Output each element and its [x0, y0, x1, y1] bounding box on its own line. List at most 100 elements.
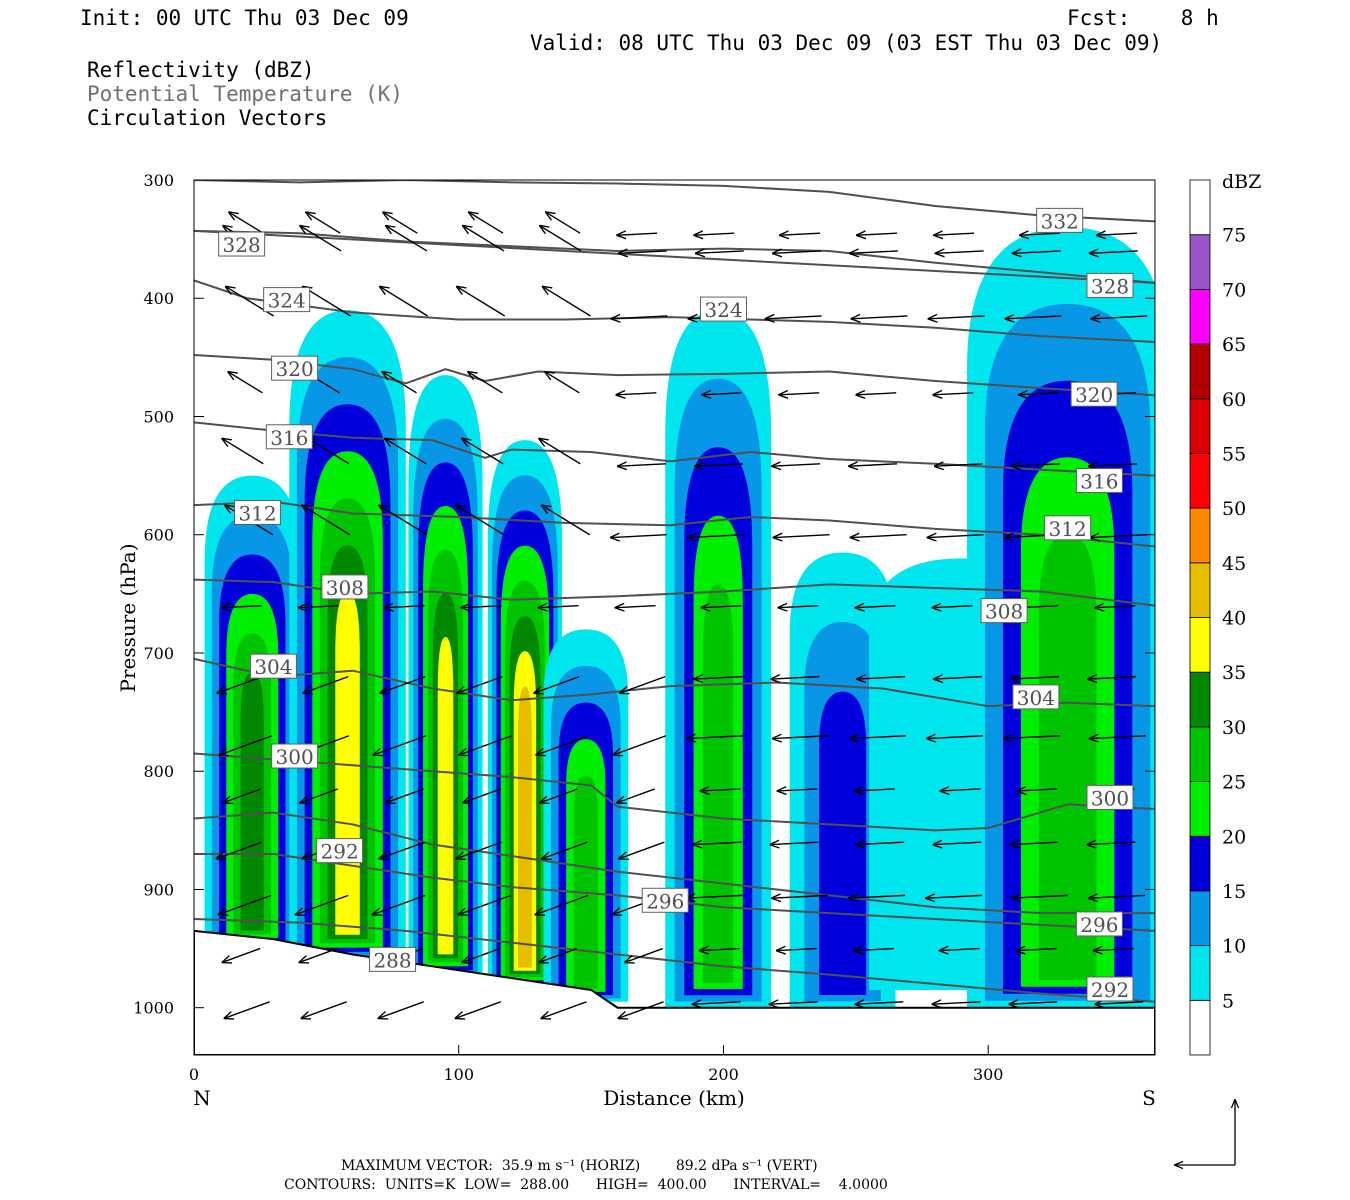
theta-label-14: 304 — [1017, 686, 1055, 710]
reflectivity-cell-3-level-8 — [518, 686, 532, 968]
circulation-vector — [935, 464, 983, 466]
circulation-vector — [693, 842, 742, 844]
x-tick-label-3: 300 — [973, 1065, 1004, 1084]
reference-vector-icon — [1175, 1100, 1235, 1165]
y-tick-label-0: 300 — [143, 171, 174, 190]
circulation-vector — [1019, 393, 1060, 395]
circulation-vector — [700, 949, 740, 951]
theta-label-6: 320 — [1075, 383, 1113, 407]
circulation-vector — [1012, 464, 1060, 466]
contour-note: CONTOURS: UNITS=K LOW= 288.00 HIGH= 400.… — [284, 1177, 888, 1193]
colorbar-swatch-14 — [1189, 234, 1211, 290]
max-vector-note: MAXIMUM VECTOR: 35.9 m s⁻¹ (HORIZ) 89.2 … — [341, 1158, 818, 1174]
circulation-vector — [857, 233, 898, 235]
theta-label-12: 308 — [985, 600, 1023, 624]
circulation-vector — [222, 947, 261, 963]
reflectivity-cell-2-level-7 — [437, 636, 454, 955]
colorbar-swatch-15 — [1189, 179, 1211, 236]
theta-label-18: 296 — [646, 889, 684, 913]
circulation-vector — [1004, 736, 1060, 739]
theta-contour-328-1 — [194, 229, 1155, 284]
circulation-vector — [379, 841, 425, 858]
circulation-vector — [296, 894, 349, 914]
circulation-vector — [1010, 1002, 1058, 1004]
circulation-vector — [463, 226, 505, 252]
init-time: Init: 00 UTC Thu 03 Dec 09 — [80, 6, 409, 30]
circulation-vector — [612, 316, 668, 319]
circulation-vector — [1087, 842, 1136, 844]
colorbar-swatch-2 — [1189, 890, 1211, 947]
circulation-vector — [385, 606, 425, 608]
colorbar-swatch-10 — [1189, 453, 1211, 509]
circulation-vector — [456, 841, 502, 858]
circulation-vector — [229, 212, 264, 234]
circulation-vector — [458, 894, 512, 914]
theta-label-13: 304 — [254, 655, 292, 679]
circulation-vector — [379, 1001, 424, 1018]
reflectivity-cell-6-level-3 — [819, 691, 867, 996]
x-axis-label: Distance (km) — [603, 1086, 745, 1110]
circulation-vector — [1090, 251, 1138, 253]
colorbar-unit: dBZ — [1222, 171, 1261, 193]
colorbar-swatch-1 — [1189, 945, 1211, 1001]
colorbar-label-15: 15 — [1222, 881, 1246, 903]
circulation-vector — [534, 675, 580, 693]
circulation-vector — [857, 677, 906, 679]
circulation-vector — [770, 842, 819, 844]
circulation-vector — [687, 736, 744, 739]
reflectivity-cell-5-level-5 — [703, 584, 734, 983]
circulation-vector — [617, 788, 656, 803]
circulation-vector — [302, 1001, 347, 1018]
theta-label-21: 292 — [1091, 978, 1129, 1002]
circulation-vector — [380, 675, 426, 693]
circulation-vector — [373, 894, 426, 914]
circulation-vector — [770, 1002, 818, 1004]
field-label-reflectivity: Reflectivity (dBZ) — [87, 58, 315, 82]
colorbar-swatch-4 — [1189, 781, 1211, 837]
colorbar-label-70: 70 — [1222, 279, 1246, 301]
colorbar-label-75: 75 — [1222, 225, 1246, 247]
circulation-vector — [778, 606, 819, 608]
circulation-vector — [616, 606, 656, 608]
colorbar-label-5: 5 — [1222, 990, 1234, 1012]
circulation-vector — [926, 895, 983, 898]
colorbar-label-20: 20 — [1222, 826, 1246, 848]
circulation-vector — [619, 251, 667, 253]
circulation-vector — [462, 606, 502, 608]
circulation-vector — [543, 287, 591, 317]
circulation-vector — [928, 535, 984, 538]
x-left-end-label: N — [193, 1086, 211, 1110]
theta-label-box-6 — [1070, 381, 1118, 407]
circulation-vector — [1017, 949, 1057, 951]
circulation-vector — [625, 947, 663, 963]
circulation-vector — [463, 788, 501, 803]
circulation-vector — [456, 1001, 501, 1018]
circulation-vector — [456, 505, 505, 536]
circulation-vector — [217, 841, 262, 858]
circulation-vector — [462, 439, 504, 465]
circulation-vector — [779, 393, 820, 395]
circulation-vector — [694, 233, 735, 235]
theta-contour-296-18 — [194, 811, 1155, 915]
theta-contour-304-13 — [194, 657, 1155, 708]
theta-contour-288-20 — [194, 918, 1155, 1003]
x-tick-label-2: 200 — [708, 1065, 739, 1084]
circulation-vector — [617, 233, 658, 235]
circulation-vector — [542, 505, 591, 536]
circulation-vector — [1091, 535, 1147, 538]
circulation-vector — [695, 464, 744, 466]
colorbar-swatch-12 — [1189, 343, 1211, 400]
theta-label-1: 328 — [223, 233, 261, 257]
colorbar-swatch-3 — [1189, 835, 1211, 892]
circulation-vector — [936, 251, 984, 253]
reflectivity-cell-4-level-5 — [573, 775, 598, 989]
circulation-vector — [540, 226, 582, 252]
circulation-vector — [457, 675, 503, 693]
plot-frame — [193, 179, 1156, 1056]
field-label-vectors: Circulation Vectors — [87, 106, 328, 130]
circulation-vector — [850, 736, 906, 739]
circulation-vector — [772, 464, 821, 466]
theta-contour-324-3 — [194, 279, 1155, 343]
theta-label-4: 324 — [704, 298, 742, 322]
circulation-vector — [1012, 895, 1068, 898]
